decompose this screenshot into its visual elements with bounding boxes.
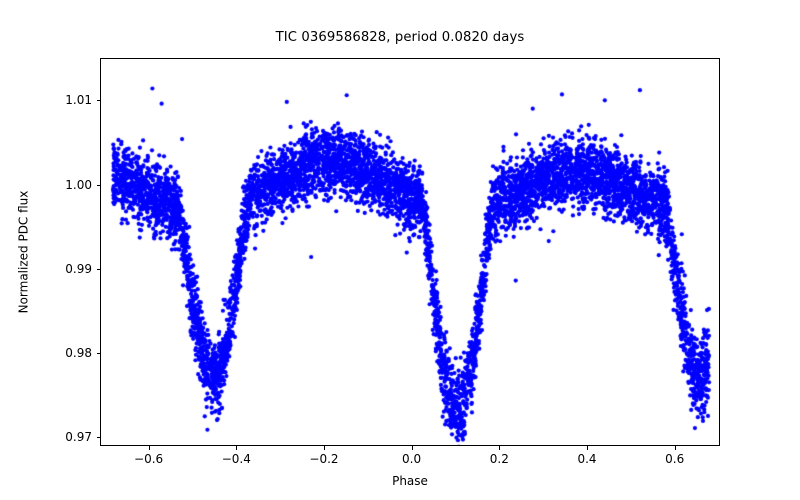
xtick-mark-6	[674, 446, 676, 450]
xtick-mark-4	[499, 446, 501, 450]
ytick-label-3: 0.98	[65, 346, 92, 361]
xtick-mark-5	[587, 446, 589, 450]
xtick-mark-2	[324, 446, 326, 450]
xtick-label-3: 0.0	[402, 452, 422, 466]
ytick-label-1: 1.00	[65, 177, 92, 192]
xtick-mark-1	[236, 446, 238, 450]
xtick-label-5: 0.4	[577, 452, 597, 466]
ytick-mark-4	[96, 437, 100, 439]
ytick-mark-0	[96, 100, 100, 102]
ytick-mark-3	[96, 353, 100, 355]
page-title: TIC 0369586828, period 0.0820 days	[275, 30, 525, 45]
y-axis-label: Normalized PDC flux	[14, 58, 32, 446]
ytick-mark-2	[96, 268, 100, 270]
ytick-label-4: 0.97	[65, 430, 92, 445]
ytick-label-0: 1.01	[65, 93, 92, 108]
xtick-mark-3	[411, 446, 413, 450]
xtick-mark-0	[148, 446, 150, 450]
ytick-mark-1	[96, 184, 100, 186]
xtick-label-2: −0.2	[309, 452, 339, 466]
scatter-plot-points	[101, 59, 719, 445]
xtick-label-6: 0.6	[665, 452, 685, 466]
plot-area	[100, 58, 720, 446]
y-axis-label-text: Normalized PDC flux	[16, 190, 30, 314]
xtick-label-0: −0.6	[134, 452, 164, 466]
xtick-label-1: −0.4	[221, 452, 251, 466]
ytick-label-2: 0.99	[65, 261, 92, 276]
x-axis-label: Phase	[392, 474, 428, 488]
xtick-label-4: 0.2	[489, 452, 509, 466]
